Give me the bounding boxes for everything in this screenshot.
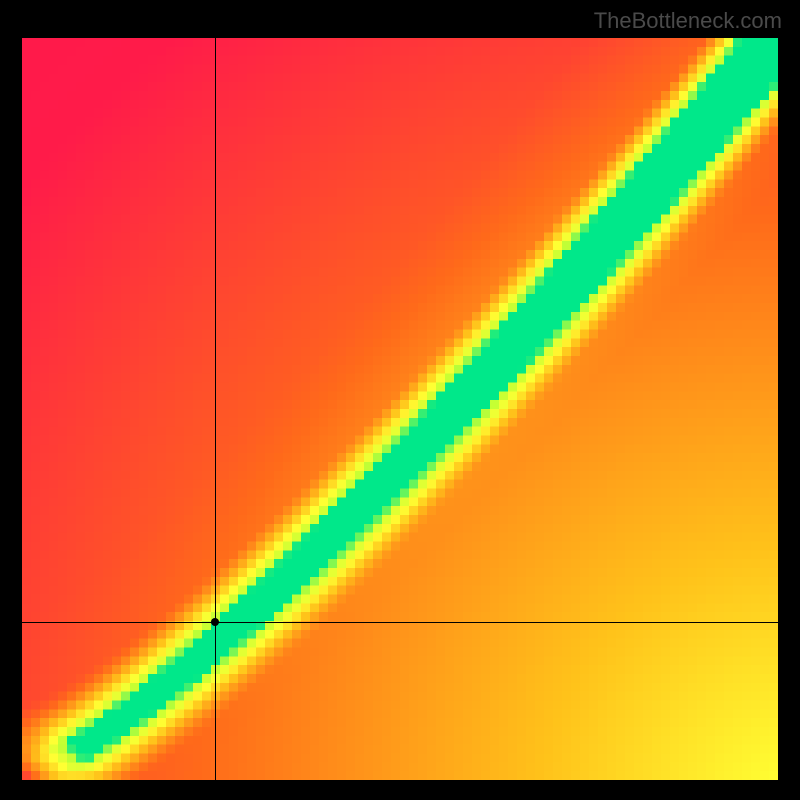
crosshair-vertical (215, 38, 216, 780)
crosshair-horizontal (22, 622, 778, 623)
watermark-text: TheBottleneck.com (594, 8, 782, 34)
chart-container: TheBottleneck.com (0, 0, 800, 800)
marker-dot (211, 618, 219, 626)
plot-area (22, 38, 778, 780)
heatmap-canvas (22, 38, 778, 780)
